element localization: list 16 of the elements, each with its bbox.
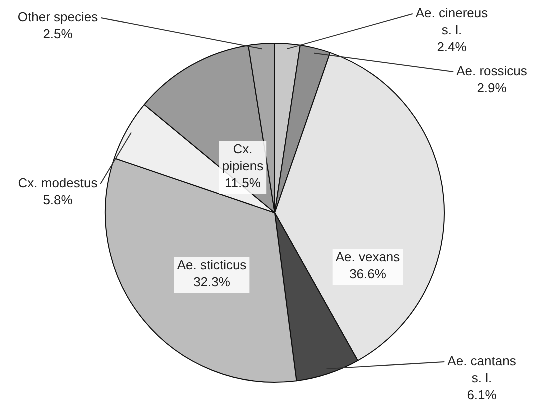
slice-label: Other species (18, 10, 99, 25)
data-label: 2.9% (477, 80, 508, 96)
data-label: 5.8% (43, 192, 74, 208)
data-label: 11.5% (225, 176, 262, 191)
slice-label: Cx. pipiens (222, 142, 264, 174)
data-label: 2.4% (437, 40, 468, 55)
data-label: 36.6% (350, 266, 387, 282)
slice-label: Ae. cinereus s. l. (416, 6, 489, 38)
slice-label: Ae. sticticus (177, 258, 248, 273)
slice-label: Ae. rossicus (456, 64, 528, 79)
data-label: 6.1% (467, 388, 498, 403)
data-label: 32.3% (194, 274, 231, 290)
slice-label: Ae. vexans (336, 250, 401, 265)
data-label: 2.5% (43, 26, 74, 42)
slice-label: Ae. cantans s. l. (448, 354, 517, 386)
slice-label: Cx. modestus (18, 176, 98, 191)
